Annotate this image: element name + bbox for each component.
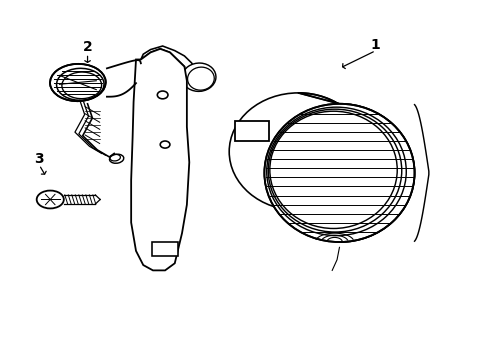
Polygon shape: [152, 242, 178, 256]
Ellipse shape: [109, 154, 124, 163]
Polygon shape: [235, 121, 269, 141]
Ellipse shape: [37, 190, 64, 208]
Ellipse shape: [160, 141, 170, 148]
Ellipse shape: [182, 63, 216, 91]
Polygon shape: [298, 93, 415, 242]
Ellipse shape: [157, 91, 168, 99]
Text: 2: 2: [83, 40, 93, 54]
Polygon shape: [141, 46, 201, 91]
Polygon shape: [131, 49, 189, 270]
Ellipse shape: [50, 64, 106, 101]
Ellipse shape: [265, 104, 415, 242]
Text: 1: 1: [371, 38, 381, 52]
Text: 3: 3: [34, 152, 44, 166]
